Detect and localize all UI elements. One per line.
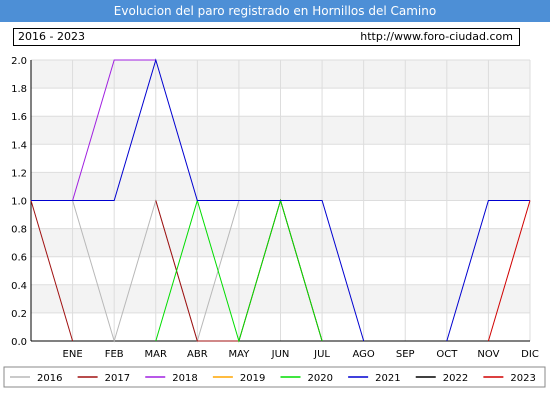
- y-tick-label: 0.0: [11, 337, 27, 348]
- y-tick-label: 1.0: [11, 197, 27, 208]
- x-tick-label: SEP: [396, 349, 415, 360]
- series-line-2017: [30, 200, 74, 342]
- legend-label-2017: 2017: [105, 373, 130, 384]
- x-tick-label: JUL: [313, 349, 330, 360]
- y-tick-label: 1.4: [11, 140, 27, 151]
- x-tick-label: FEB: [105, 349, 124, 360]
- legend-box: [3, 366, 546, 388]
- y-tick-label: 1.8: [11, 84, 27, 95]
- y-tick-label: 1.6: [11, 112, 27, 123]
- source-url[interactable]: http://www.foro-ciudad.com: [360, 30, 513, 43]
- x-tick-label: JUN: [271, 349, 290, 360]
- x-tick-label: OCT: [436, 349, 458, 360]
- series-line-2021: [31, 58, 365, 342]
- x-tick-label: ENE: [63, 349, 83, 360]
- series-line-2023: [487, 200, 531, 342]
- legend-label-2023: 2023: [510, 373, 535, 384]
- legend-label-2018: 2018: [172, 373, 197, 384]
- y-tick-label: 2.0: [11, 56, 27, 67]
- info-box: 2016 - 2023 http://www.foro-ciudad.com: [13, 28, 520, 46]
- y-tick-label: 1.2: [11, 168, 27, 179]
- legend-label-2022: 2022: [443, 373, 468, 384]
- year-range: 2016 - 2023: [18, 30, 85, 43]
- legend-label-2020: 2020: [308, 373, 333, 384]
- x-tick-label: DIC: [521, 349, 539, 360]
- y-tick-label: 0.4: [11, 281, 27, 292]
- y-tick-label: 0.2: [11, 309, 27, 320]
- x-tick-label: MAY: [229, 349, 251, 360]
- legend-label-2019: 2019: [240, 373, 265, 384]
- x-tick-label: NOV: [477, 349, 499, 360]
- series-line-2020: [155, 198, 323, 343]
- x-tick-label: ABR: [187, 349, 208, 360]
- legend-label-2021: 2021: [375, 373, 400, 384]
- y-tick-label: 0.8: [11, 225, 27, 236]
- series-line-2021: [446, 200, 530, 342]
- chart-title: Evolucion del paro registrado en Hornill…: [0, 0, 550, 22]
- x-tick-label: AGO: [353, 349, 375, 360]
- y-tick-label: 0.6: [11, 253, 27, 264]
- legend-label-2016: 2016: [37, 373, 62, 384]
- x-tick-label: MAR: [145, 349, 167, 360]
